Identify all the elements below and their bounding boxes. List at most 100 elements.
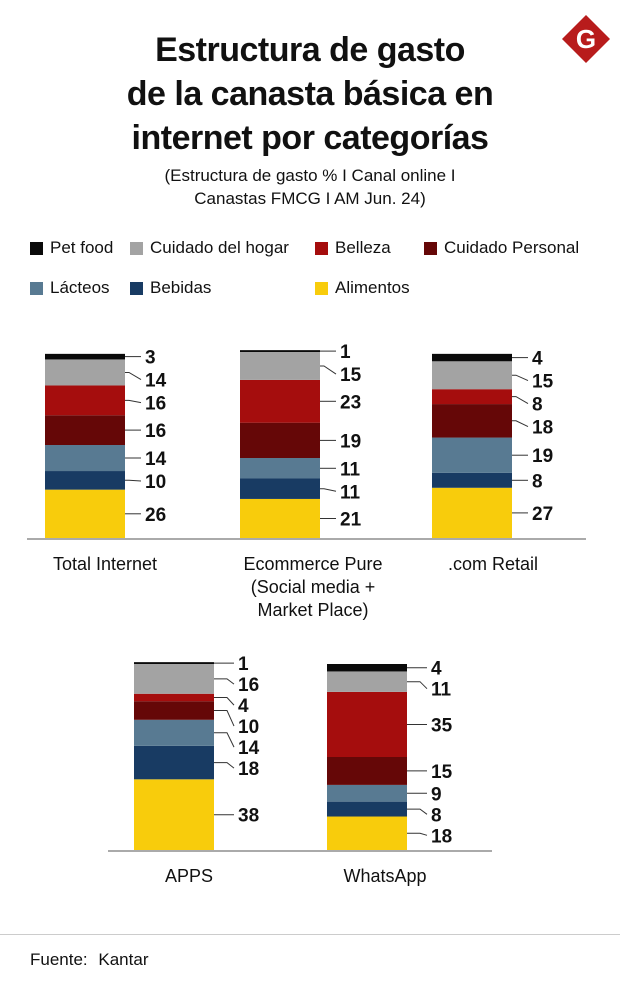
data-label-bebidas: 18 — [238, 759, 259, 780]
bar-segment-bebidas — [432, 472, 512, 488]
leader-line — [320, 365, 337, 375]
category-label: Market Place) — [257, 600, 368, 620]
bar-segment-lacteos — [134, 719, 214, 746]
data-label-lacteos: 9 — [431, 784, 442, 805]
data-label-pet-food: 1 — [340, 342, 351, 363]
bar-segment-cuidado-hogar — [134, 664, 214, 694]
leader-line — [512, 396, 529, 405]
category-label: APPS — [165, 866, 213, 886]
bar-segment-belleza — [134, 693, 214, 702]
category-label: WhatsApp — [343, 866, 426, 886]
data-label-alimentos: 18 — [431, 826, 452, 847]
bar-segment-bebidas — [240, 478, 320, 499]
bar-segment-cuidado-hogar — [432, 361, 512, 390]
legend-swatch — [130, 241, 143, 255]
data-label-bebidas: 8 — [532, 471, 543, 492]
bar-segment-belleza — [327, 691, 407, 757]
data-label-pet-food: 4 — [532, 349, 543, 370]
data-label-alimentos: 26 — [145, 505, 166, 526]
leader-line — [407, 681, 428, 690]
subtitle-line: (Estructura de gasto % I Canal online I — [164, 166, 456, 185]
leader-line — [512, 374, 529, 382]
data-label-belleza: 4 — [238, 696, 249, 717]
bar-segment-belleza — [45, 385, 125, 416]
legend-swatch — [30, 241, 43, 255]
category-label: .com Retail — [448, 554, 538, 574]
leader-line — [214, 732, 235, 748]
chart-subtitle: (Estructura de gasto % I Canal online I … — [60, 164, 560, 210]
data-label-alimentos: 21 — [340, 510, 362, 531]
bar-segment-bebidas — [134, 745, 214, 780]
bar-segment-alimentos — [327, 816, 407, 850]
data-label-cuidado-personal: 18 — [532, 418, 553, 439]
bar-segment-cuidado-personal — [327, 757, 407, 785]
logo-diamond — [562, 15, 610, 63]
source-footer: Fuente: Kantar — [30, 950, 154, 970]
leader-line — [125, 479, 142, 482]
data-label-pet-food: 4 — [431, 659, 442, 680]
legend-item-pet-food: Pet food — [30, 238, 113, 258]
legend-item-cuidado-personal: Cuidado Personal — [424, 238, 579, 258]
legend-item-alimentos: Alimentos — [315, 278, 410, 298]
source-name: Kantar — [98, 950, 149, 969]
bar-segment-alimentos — [432, 487, 512, 538]
bar-segment-belleza — [432, 389, 512, 405]
data-label-lacteos: 11 — [340, 459, 361, 480]
data-label-belleza: 23 — [340, 392, 361, 413]
legend-swatch — [315, 281, 328, 295]
bar-segment-pet-food — [432, 353, 512, 362]
bar-segment-belleza — [240, 379, 320, 423]
title-line: Estructura de gasto — [155, 31, 465, 69]
bar-segment-lacteos — [45, 445, 125, 472]
leader-line — [512, 420, 529, 428]
title-line: de la canasta básica en — [126, 75, 494, 113]
leader-line — [125, 399, 142, 404]
bar-segment-pet-food — [45, 353, 125, 360]
bar-segment-pet-food — [327, 664, 407, 672]
data-label-bebidas: 8 — [431, 805, 442, 826]
data-label-alimentos: 27 — [532, 504, 553, 525]
leader-line — [214, 697, 235, 706]
title-line: internet por categorías — [131, 119, 489, 157]
footer-divider — [0, 934, 620, 935]
chart-title: Estructura de gasto de la canasta básica… — [40, 28, 580, 160]
data-label-cuidado-hogar: 15 — [532, 372, 554, 393]
legend-label: Pet food — [50, 238, 114, 257]
bar-segment-cuidado-personal — [134, 701, 214, 720]
bar-segment-cuidado-hogar — [240, 352, 320, 380]
leader-line — [214, 710, 235, 727]
bar-segment-bebidas — [45, 471, 125, 490]
data-label-bebidas: 11 — [340, 482, 361, 503]
legend-label: Cuidado del hogar — [150, 238, 289, 257]
bar-segment-bebidas — [327, 801, 407, 817]
category-label: Total Internet — [53, 554, 157, 574]
data-label-cuidado-hogar: 15 — [340, 365, 362, 386]
legend-swatch — [315, 241, 328, 255]
bar-segment-lacteos — [327, 784, 407, 802]
legend-label: Bebidas — [150, 278, 212, 297]
bar-segment-pet-food — [134, 662, 214, 664]
data-label-cuidado-personal: 10 — [238, 717, 259, 738]
legend-label: Cuidado Personal — [444, 238, 580, 257]
leader-line — [214, 762, 235, 769]
data-label-cuidado-personal: 16 — [145, 421, 166, 442]
data-label-cuidado-hogar: 16 — [238, 675, 259, 696]
data-label-belleza: 8 — [532, 395, 543, 416]
legend-item-lacteos: Lácteos — [30, 278, 110, 298]
data-label-lacteos: 19 — [532, 446, 553, 467]
bar-segment-cuidado-personal — [240, 422, 320, 459]
legend-label: Lácteos — [50, 278, 110, 297]
bar-segment-alimentos — [240, 498, 320, 538]
leader-line — [214, 678, 235, 685]
data-label-cuidado-hogar: 11 — [431, 680, 452, 701]
gestion-logo-icon: G — [562, 15, 610, 63]
legend-label: Alimentos — [335, 278, 410, 297]
logo-letter: G — [576, 24, 596, 54]
data-label-belleza: 35 — [431, 716, 453, 737]
subtitle-line: Canastas FMCG I AM Jun. 24) — [194, 189, 426, 208]
legend-swatch — [130, 281, 143, 295]
legend-item-bebidas: Bebidas — [130, 278, 211, 298]
data-label-lacteos: 14 — [238, 738, 260, 759]
category-label: Ecommerce Pure — [243, 554, 382, 574]
